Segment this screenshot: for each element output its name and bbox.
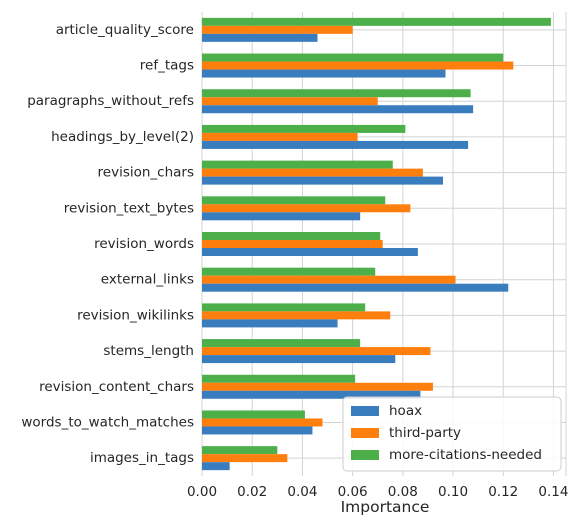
x-tick-label: 0.02 <box>237 484 267 500</box>
x-tick-label: 0.04 <box>287 484 317 500</box>
legend-label-hoax: hoax <box>389 403 422 419</box>
bar-more-citations-needed <box>202 196 386 205</box>
bar-more-citations-needed <box>202 160 393 169</box>
bar-third-party <box>202 168 423 177</box>
x-tick-label: 0.12 <box>488 484 518 500</box>
x-tick-labels: 0.00 0.02 0.04 0.06 0.08 0.10 0.12 0.14 <box>187 484 569 500</box>
bar-third-party <box>202 97 378 106</box>
y-tick-label: stems_length <box>103 343 194 359</box>
bar-more-citations-needed <box>202 374 356 383</box>
bar-hoax <box>202 283 509 292</box>
y-tick-label: paragraphs_without_refs <box>27 93 194 109</box>
bar-hoax <box>202 462 230 471</box>
y-tick-label: words_to_watch_matches <box>21 414 194 430</box>
bar-hoax <box>202 33 318 42</box>
y-tick-labels: article_quality_score ref_tags paragraphs_… <box>21 22 194 466</box>
y-tick-label: ref_tags <box>140 58 194 74</box>
bar-third-party <box>202 132 358 141</box>
y-tick-label: revision_text_bytes <box>64 200 194 216</box>
bar-hoax <box>202 319 338 328</box>
bar-more-citations-needed <box>202 232 381 240</box>
bar-hoax <box>202 212 361 221</box>
bar-more-citations-needed <box>202 53 504 62</box>
bar-hoax <box>202 176 443 185</box>
bar-more-citations-needed <box>202 303 366 312</box>
bar-more-citations-needed <box>202 339 361 348</box>
bar-third-party <box>202 204 411 213</box>
legend-label-more-citations-needed: more-citations-needed <box>389 447 542 463</box>
bar-more-citations-needed <box>202 17 551 26</box>
bar-hoax <box>202 355 396 364</box>
bar-more-citations-needed <box>202 410 305 419</box>
y-tick-label: external_links <box>101 272 194 288</box>
legend: hoax third-party more-citations-needed <box>342 396 562 472</box>
bar-third-party <box>202 418 323 427</box>
y-tick-label: article_quality_score <box>56 22 194 38</box>
x-tick-label: 0.06 <box>338 484 368 500</box>
bar-third-party <box>202 347 431 356</box>
y-tick-label: headings_by_level(2) <box>51 129 194 145</box>
x-axis-title: Importance <box>341 498 430 515</box>
bars <box>202 17 551 471</box>
bar-third-party <box>202 61 514 70</box>
bar-hoax <box>202 426 313 435</box>
bar-more-citations-needed <box>202 124 406 133</box>
x-tick-label: 0.00 <box>187 484 217 500</box>
bar-third-party <box>202 275 456 284</box>
bar-more-citations-needed <box>202 89 471 98</box>
legend-box <box>342 396 562 472</box>
legend-swatch-third-party <box>351 428 379 438</box>
bar-third-party <box>202 25 353 34</box>
legend-label-third-party: third-party <box>389 425 461 441</box>
bar-third-party <box>202 311 391 320</box>
y-tick-label: revision_wikilinks <box>77 307 194 323</box>
bar-third-party <box>202 240 383 248</box>
x-tick-label: 0.14 <box>538 484 568 500</box>
legend-swatch-hoax <box>351 406 379 416</box>
y-tick-label: revision_content_chars <box>39 379 194 395</box>
bar-third-party <box>202 382 433 391</box>
bar-hoax <box>202 140 469 149</box>
y-tick-label: images_in_tags <box>90 450 194 466</box>
bar-third-party <box>202 454 288 463</box>
x-tick-label: 0.08 <box>388 484 418 500</box>
bar-more-citations-needed <box>202 267 376 276</box>
x-tick-label: 0.10 <box>438 484 468 500</box>
bar-hoax <box>202 105 474 114</box>
bar-hoax <box>202 69 446 78</box>
bar-hoax <box>202 390 421 399</box>
legend-swatch-more-citations-needed <box>351 450 379 460</box>
y-tick-label: revision_chars <box>98 165 194 181</box>
bar-hoax <box>202 248 418 256</box>
y-tick-label: revision_words <box>94 236 194 252</box>
bar-more-citations-needed <box>202 446 278 455</box>
